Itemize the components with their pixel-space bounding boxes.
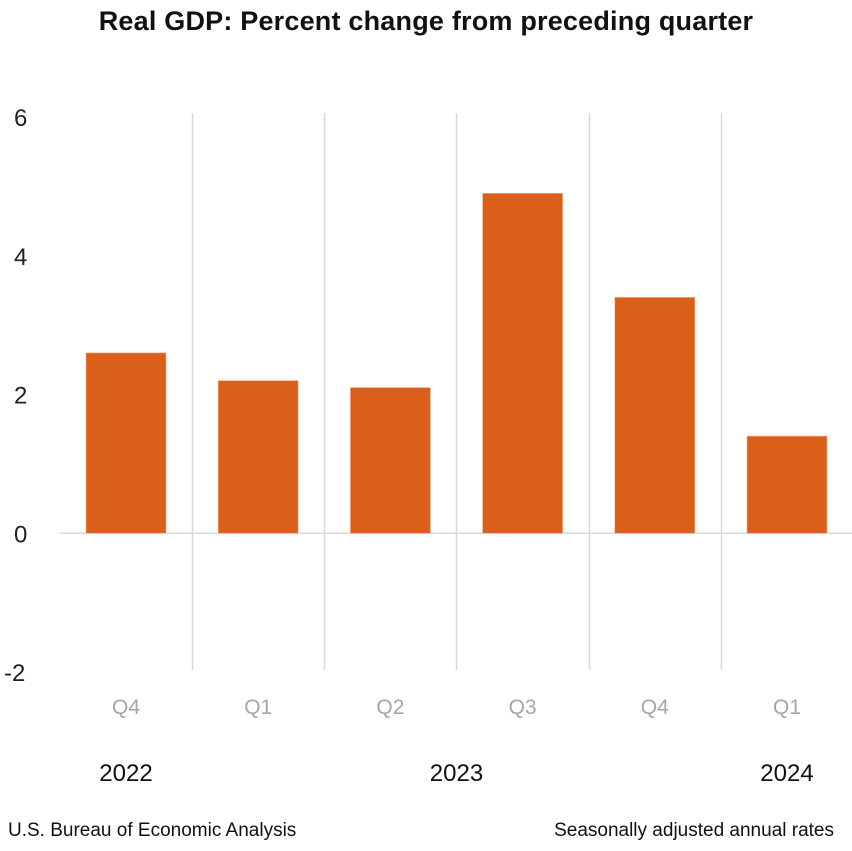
- gridlines: [60, 113, 852, 670]
- year-labels: 2022 2023 2024: [99, 760, 813, 787]
- x-tick-label: Q1: [773, 696, 801, 719]
- x-tick-label: Q2: [376, 696, 404, 719]
- x-tick-label: Q4: [641, 696, 669, 719]
- seasonal-adjustment-note: Seasonally adjusted annual rates: [554, 820, 834, 841]
- y-tick-label: 0: [14, 521, 27, 548]
- bar-q4-4: [614, 297, 696, 534]
- x-tick-label: Q1: [244, 696, 272, 719]
- chart-title: Real GDP: Percent change from preceding …: [98, 6, 754, 36]
- y-tick-label: 4: [14, 244, 27, 271]
- x-tick-label: Q4: [112, 696, 140, 719]
- bar-q1-5: [746, 435, 828, 534]
- bars: [85, 193, 828, 534]
- year-label: 2024: [760, 760, 813, 787]
- y-tick-label: -2: [4, 660, 25, 687]
- y-tick-label: 6: [14, 105, 27, 132]
- bar-q3-3: [482, 193, 563, 534]
- year-label: 2023: [430, 760, 483, 787]
- source-note: U.S. Bureau of Economic Analysis: [8, 820, 297, 841]
- year-label: 2022: [99, 760, 152, 787]
- bar-q1-1: [217, 380, 299, 534]
- x-tick-label: Q3: [509, 696, 537, 719]
- y-axis: 6 4 2 0 -2: [4, 105, 27, 687]
- bar-q2-2: [350, 387, 431, 534]
- bar-q4-0: [85, 352, 167, 534]
- y-tick-label: 2: [14, 383, 27, 410]
- x-axis: Q4 Q1 Q2 Q3 Q4 Q1: [112, 696, 801, 719]
